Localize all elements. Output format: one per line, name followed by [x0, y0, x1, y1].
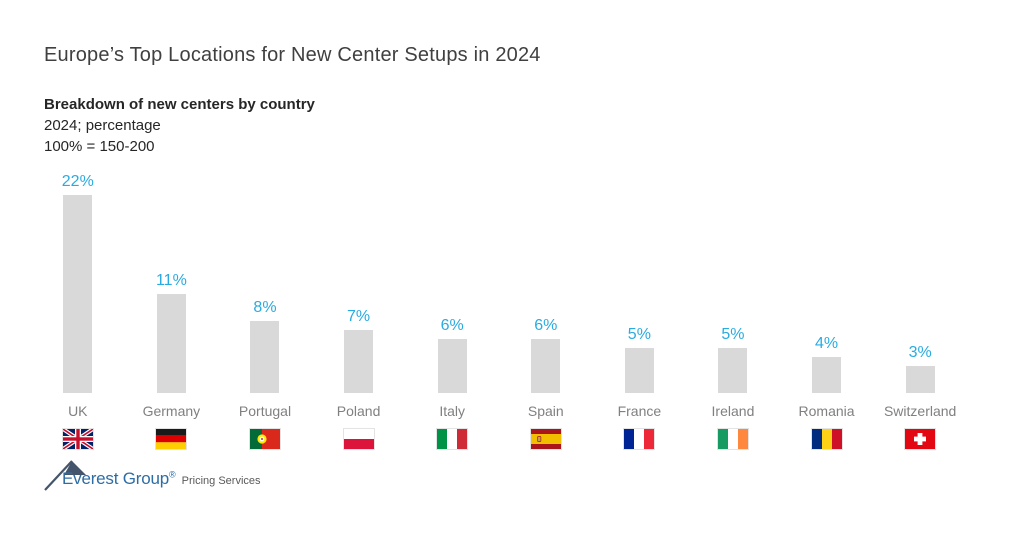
bar [624, 348, 654, 393]
chart-column-france: 5% France [593, 170, 687, 450]
value-label: 8% [253, 299, 277, 316]
category-label: UK [68, 403, 88, 419]
page-title: Europe’s Top Locations for New Center Se… [44, 44, 541, 66]
bar-stack: 6% [437, 170, 467, 393]
spain-flag-icon [529, 428, 562, 450]
poland-flag-icon [342, 428, 375, 450]
value-label: 5% [627, 326, 651, 343]
bar-stack: 8% [250, 170, 280, 393]
chart-column-uk: 22% UK [31, 170, 125, 450]
bar [905, 366, 935, 393]
bar-stack: 11% [156, 170, 187, 393]
chart-column-germany: 11% Germany [125, 170, 219, 450]
category-label: Poland [336, 403, 381, 419]
chart-column-romania: 4% Romania [780, 170, 874, 450]
registered-mark: ® [169, 469, 176, 480]
value-label: 22% [61, 173, 94, 190]
value-label: 4% [814, 335, 839, 352]
category-label: Spain [527, 403, 564, 419]
value-label: 11% [155, 272, 187, 289]
switzerland-flag-icon [904, 428, 937, 450]
bar [63, 195, 93, 393]
category-label: France [617, 403, 662, 419]
bar [250, 321, 280, 393]
brand-name: Everest Group [62, 469, 170, 488]
value-label: 3% [908, 344, 932, 361]
bar [344, 330, 374, 393]
chart-column-italy: 6% Italy [405, 170, 499, 450]
category-label: Portugal [238, 403, 292, 419]
value-label: 7% [347, 308, 371, 325]
romania-flag-icon [810, 428, 843, 450]
bar [718, 348, 748, 393]
chart-column-portugal: 8% Portugal [218, 170, 312, 450]
value-label: 6% [534, 317, 558, 334]
brand-suffix: Pricing Services [181, 475, 261, 487]
france-flag-icon [623, 428, 656, 450]
chart-column-spain: 6% Spain [499, 170, 593, 450]
everest-group-logo: Everest Group® Pricing Services [44, 458, 304, 494]
chart-column-poland: 7% Poland [312, 170, 406, 450]
mountain-icon [44, 460, 86, 491]
germany-flag-icon [155, 428, 188, 450]
uk-flag-icon [61, 428, 94, 450]
bar-stack: 5% [718, 170, 748, 393]
bar [812, 357, 842, 393]
bar-chart: 22% UK 11% Germany 8% Portugal 7% Poland 6% Italy… [31, 170, 967, 450]
chart-subtitle-block: Breakdown of new centers by country 2024… [44, 94, 315, 157]
bar-stack: 22% [62, 170, 94, 393]
bar-stack: 7% [344, 170, 374, 393]
category-label: Switzerland [883, 403, 957, 419]
category-label: Germany [142, 403, 201, 419]
chart-subtitle-units: 2024; percentage [44, 117, 161, 134]
chart-title: Breakdown of new centers by country [44, 96, 315, 113]
value-label: 5% [721, 326, 745, 343]
category-label: Romania [798, 403, 855, 419]
category-label: Ireland [711, 403, 755, 419]
bar-stack: 4% [812, 170, 842, 393]
chart-subtitle-basis: 100% = 150-200 [44, 138, 155, 155]
ireland-flag-icon [716, 428, 749, 450]
bar [156, 294, 186, 393]
chart-column-switzerland: 3% Switzerland [873, 170, 967, 450]
bar [531, 339, 561, 393]
bar-stack: 5% [624, 170, 654, 393]
logo-text: Everest Group® Pricing Services [62, 469, 261, 489]
portugal-flag-icon [248, 428, 281, 450]
chart-column-ireland: 5% Ireland [686, 170, 780, 450]
category-label: Italy [439, 403, 466, 419]
italy-flag-icon [436, 428, 469, 450]
value-label: 6% [440, 317, 464, 334]
bar [437, 339, 467, 393]
bar-stack: 6% [531, 170, 561, 393]
bar-stack: 3% [905, 170, 935, 393]
